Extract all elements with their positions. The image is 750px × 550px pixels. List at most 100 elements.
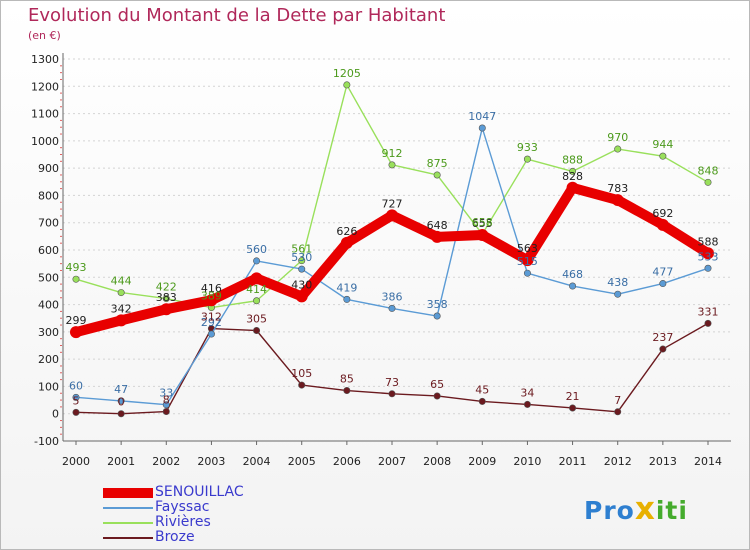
y-tick-label: 700 [38,217,59,230]
data-point-rivieres [162,295,170,303]
data-label-rivieres: 848 [698,164,719,177]
x-tick-label: 2002 [152,455,180,468]
data-label-senouillac: 430 [291,278,312,291]
data-label-rivieres: 912 [382,147,403,160]
data-point-senouillac [250,272,263,285]
data-point-rivieres [343,81,351,89]
data-label-broze: 5 [73,394,80,407]
data-point-broze [162,408,170,416]
data-point-rivieres [117,289,125,297]
data-point-broze [298,381,306,389]
legend-label-broze: Broze [155,529,195,545]
x-tick-label: 2005 [288,455,316,468]
legend-swatch-rivieres [103,522,153,524]
data-label-senouillac: 626 [336,225,357,238]
data-point-broze [117,410,125,418]
y-tick-label: 1300 [31,53,59,66]
x-tick-label: 2003 [197,455,225,468]
y-tick-label: 0 [52,408,59,421]
data-label-senouillac: 416 [201,282,222,295]
data-point-broze [433,392,441,400]
data-label-broze: 7 [614,394,621,407]
data-label-fayssac: 33 [159,387,173,400]
y-tick-label: 100 [38,380,59,393]
data-label-broze: 85 [340,373,354,386]
logo-part-2: iti [655,496,688,525]
data-point-senouillac [702,247,714,260]
x-tick-label: 2006 [333,455,361,468]
legend-swatch-fayssac [103,507,153,509]
x-tick-label: 2014 [694,455,722,468]
data-point-fayssac [569,282,577,290]
chart-title: Evolution du Montant de la Dette par Hab… [28,5,446,26]
data-label-broze: 21 [566,390,580,403]
data-point-senouillac [611,194,624,207]
data-point-rivieres [523,155,531,163]
y-tick-label: 1200 [31,80,59,93]
chart-subtitle: (en €) [28,29,61,42]
data-point-rivieres [569,167,577,175]
data-label-fayssac: 530 [291,251,312,264]
legend-swatch-senouillac [103,488,153,498]
data-point-fayssac [298,265,306,273]
data-point-fayssac [117,397,125,405]
data-label-broze: 105 [291,367,312,380]
data-label-broze: 8 [163,394,170,407]
data-label-broze: 305 [246,312,267,325]
data-point-rivieres [388,161,396,169]
data-label-rivieres: 414 [246,283,267,296]
data-point-fayssac [478,124,486,132]
y-tick-label: 600 [38,244,59,257]
data-point-broze [614,408,622,416]
data-point-senouillac [566,181,579,194]
data-label-broze: 34 [520,386,534,399]
data-point-broze [523,400,531,408]
data-point-senouillac [521,254,534,267]
data-point-broze [704,319,712,327]
data-point-fayssac [523,269,531,277]
data-label-senouillac: 383 [156,291,177,304]
data-label-senouillac: 692 [652,207,673,220]
data-point-senouillac [476,228,489,241]
data-label-rivieres: 933 [517,141,538,154]
data-label-broze: 0 [118,396,125,409]
legend-swatch-broze [103,537,153,539]
data-label-broze: 237 [652,331,673,344]
data-point-broze [659,345,667,353]
data-label-fayssac: 468 [562,268,583,281]
data-point-rivieres [72,275,80,283]
data-label-rivieres: 888 [562,153,583,166]
data-point-broze [72,408,80,416]
data-point-senouillac [340,236,353,249]
data-point-fayssac [433,312,441,320]
data-label-rivieres: 444 [111,275,132,288]
legend-label-senouillac: SENOUILLAC [155,484,244,500]
data-label-fayssac: 358 [427,298,448,311]
series-line-fayssac [75,127,709,406]
data-point-senouillac [70,326,82,339]
data-label-fayssac: 47 [114,383,128,396]
data-label-senouillac: 783 [607,182,628,195]
data-point-fayssac [388,304,396,312]
data-label-fayssac: 560 [246,243,267,256]
data-label-fayssac: 60 [69,379,83,392]
data-point-senouillac [295,290,308,303]
data-point-senouillac [386,209,398,222]
x-tick-label: 2008 [423,455,451,468]
y-tick-label: 500 [38,271,59,284]
data-point-rivieres [659,152,667,160]
data-label-senouillac: 727 [382,197,403,210]
data-label-fayssac: 533 [698,250,719,263]
data-point-senouillac [431,230,444,243]
data-point-fayssac [343,295,351,303]
data-point-rivieres [298,257,306,265]
data-label-senouillac: 563 [517,242,538,255]
y-tick-label: 400 [38,299,59,312]
data-label-rivieres: 493 [66,261,87,274]
y-tick-label: 1000 [31,135,59,148]
data-label-senouillac: 828 [562,170,583,183]
data-label-senouillac: 342 [111,302,132,315]
x-tick-label: 2004 [243,455,271,468]
x-tick-label: 2009 [468,455,496,468]
